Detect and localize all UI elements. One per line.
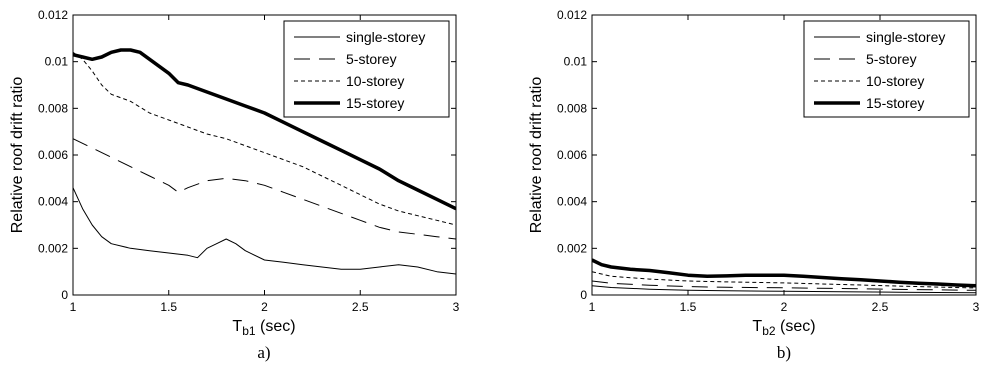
y-tick-label: 0.006 <box>38 148 68 162</box>
x-axis-label-subscript: b2 <box>762 324 776 338</box>
series-line-15-storey <box>592 258 976 288</box>
panel-label-a: a) <box>257 343 270 362</box>
x-tick-label: 2 <box>261 300 268 314</box>
series-lines <box>592 258 976 294</box>
x-axis-label-unit: (sec) <box>776 318 816 335</box>
series-line-5-storey <box>592 280 976 291</box>
legend-label-15-storey: 15-storey <box>866 95 924 111</box>
y-tick-label: 0.002 <box>557 241 587 255</box>
y-tick-label: 0 <box>580 288 587 302</box>
panel-label-b: b) <box>777 343 791 362</box>
y-tick-label: 0.008 <box>557 101 587 115</box>
x-axis-label: Tb2 (sec) <box>752 318 815 338</box>
x-tick-label: 1 <box>70 300 77 314</box>
series-lines <box>73 48 456 275</box>
x-axis-label-main: T <box>752 318 762 335</box>
x-axis-label-unit: (sec) <box>256 318 296 335</box>
y-tick-label: 0.008 <box>38 101 68 115</box>
x-tick-label: 1.5 <box>680 300 697 314</box>
y-tick-label: 0.006 <box>557 148 587 162</box>
x-tick-label: 3 <box>973 300 980 314</box>
x-axis-label-subscript: b1 <box>242 324 256 338</box>
series-line-15-storey <box>73 48 456 211</box>
x-tick-label: 2 <box>781 300 788 314</box>
y-tick-label: 0.01 <box>564 55 588 69</box>
tick-labels: 1 1.5 2 2.5 3 0 0.002 0.004 0.006 0.008 0.01 0.012 <box>38 8 460 314</box>
chart-panel-a: 1 1.5 2 2.5 300.0020.0040.0060.0080.010.012 … <box>9 8 460 362</box>
x-axis-label-main: T <box>232 318 242 335</box>
y-tick-label: 0.004 <box>38 195 68 209</box>
legend-label-5-storey: 5-storey <box>866 51 917 67</box>
legend-label-5-storey: 5-storey <box>346 51 397 67</box>
chart-panel-b: 1 1.5 2 2.5 300.0020.0040.0060.0080.010.012 … <box>528 8 980 362</box>
x-tick-label: 3 <box>453 300 460 314</box>
y-tick-label: 0.004 <box>557 195 587 209</box>
y-axis-label: Relative roof drift ratio <box>528 77 545 234</box>
axis-ticks <box>591 14 977 296</box>
y-tick-label: 0.002 <box>38 241 68 255</box>
axis-ticks <box>72 14 457 296</box>
legend-label-10-storey: 10-storey <box>866 73 924 89</box>
x-tick-label: 2.5 <box>352 300 369 314</box>
legend-label-single-storey: single-storey <box>346 29 425 45</box>
series-line-5-storey <box>73 138 456 240</box>
legend-label-15-storey: 15-storey <box>346 95 404 111</box>
legend-label-single-storey: single-storey <box>866 29 945 45</box>
legend: single-storey 5-storey 10-storey 15-storey <box>283 20 450 118</box>
x-tick-label: 1 <box>589 300 596 314</box>
series-line-single-storey <box>592 285 976 294</box>
legend: single-storey 5-storey 10-storey 15-storey <box>803 20 970 118</box>
y-tick-label: 0.012 <box>557 8 587 22</box>
x-tick-label: 1.5 <box>160 300 177 314</box>
x-axis-label: Tb1 (sec) <box>232 318 295 338</box>
legend-label-10-storey: 10-storey <box>346 73 404 89</box>
series-line-single-storey <box>73 187 456 275</box>
y-tick-label: 0.01 <box>45 55 69 69</box>
y-tick-label: 0 <box>61 288 68 302</box>
y-tick-label: 0.012 <box>38 8 68 22</box>
x-tick-label: 2.5 <box>872 300 889 314</box>
series-line-10-storey <box>73 51 456 226</box>
series-line-10-storey <box>592 271 976 289</box>
y-axis-label: Relative roof drift ratio <box>9 77 26 234</box>
tick-labels: 1 1.5 2 2.5 3 0 0.002 0.004 0.006 0.008 0.01 0.012 <box>557 8 980 314</box>
